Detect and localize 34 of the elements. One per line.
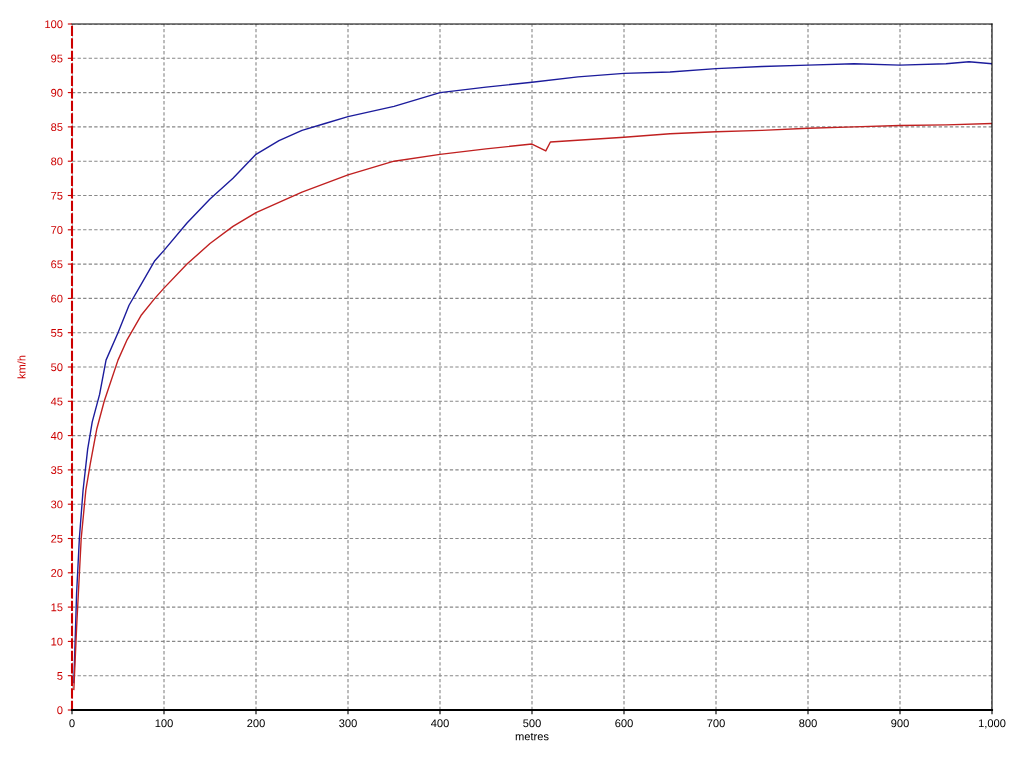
y-tick-label: 80 <box>51 157 63 166</box>
y-tick-label: 0 <box>57 706 63 715</box>
x-tick-label: 400 <box>430 719 449 728</box>
y-tick-label: 65 <box>51 260 63 269</box>
y-tick-label: 90 <box>51 88 63 97</box>
y-tick-label: 15 <box>51 603 63 612</box>
y-tick-label: 35 <box>51 466 63 475</box>
y-tick-label: 50 <box>51 363 63 372</box>
x-tick-label: 0 <box>69 719 75 728</box>
y-tick-label: 40 <box>50 431 63 440</box>
y-axis-title: km/h <box>17 355 26 379</box>
y-tick-label: 55 <box>51 329 63 337</box>
x-tick-label: 1,000 <box>978 719 1006 729</box>
y-tick-label: 100 <box>45 20 63 29</box>
y-tick-label: 95 <box>51 54 63 63</box>
x-tick-label: 700 <box>707 719 725 728</box>
x-tick-label: 200 <box>247 719 265 728</box>
x-tick-label: 300 <box>339 719 357 728</box>
x-tick-label: 800 <box>799 719 817 728</box>
y-tick-label: 70 <box>51 226 63 234</box>
y-tick-label: 75 <box>51 191 63 200</box>
x-axis-title: metres <box>515 733 549 741</box>
x-tick-label: 900 <box>891 719 909 728</box>
y-tick-label: 10 <box>51 637 63 646</box>
x-tick-label: 100 <box>155 719 173 728</box>
y-tick-label: 45 <box>50 397 63 406</box>
y-tick-label: 85 <box>51 123 63 132</box>
y-tick-label: 5 <box>57 672 63 680</box>
x-tick-label: 500 <box>523 719 541 728</box>
x-tick-label: 600 <box>615 719 633 728</box>
y-tick-label: 20 <box>51 569 63 577</box>
y-tick-label: 30 <box>51 500 63 509</box>
y-tick-label: 60 <box>51 294 63 303</box>
y-tick-label: 25 <box>51 534 63 543</box>
